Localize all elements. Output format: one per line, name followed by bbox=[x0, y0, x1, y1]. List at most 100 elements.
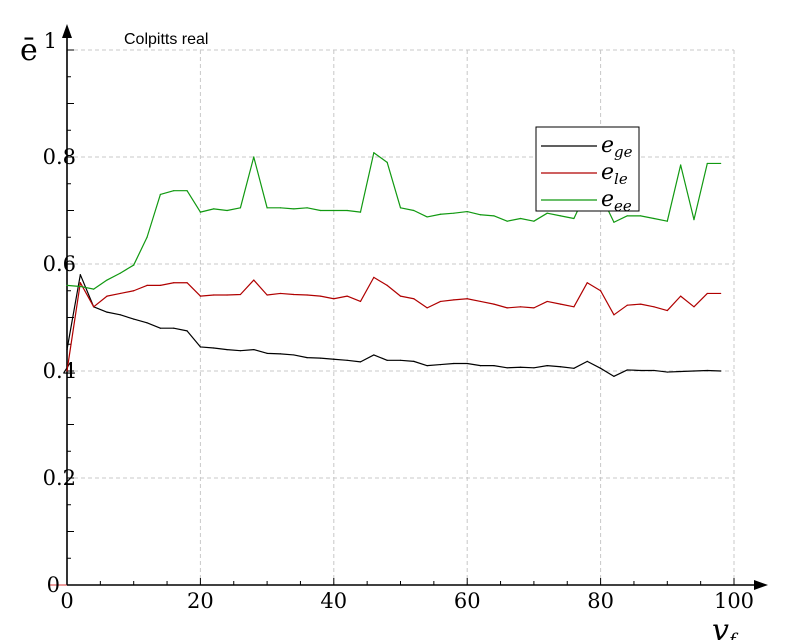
data-point-ge bbox=[613, 375, 615, 377]
data-point-ge bbox=[253, 349, 255, 351]
data-point-ge bbox=[533, 367, 535, 369]
data-point-le bbox=[653, 306, 655, 308]
data-point-ee bbox=[506, 220, 508, 222]
x-tick-label: 40 bbox=[320, 589, 347, 613]
data-point-ge bbox=[720, 370, 722, 372]
data-point-ee bbox=[106, 279, 108, 281]
data-point-le bbox=[626, 304, 628, 306]
data-point-le bbox=[586, 282, 588, 284]
data-point-le bbox=[546, 300, 548, 303]
data-point-le bbox=[306, 294, 308, 296]
data-point-ee bbox=[146, 236, 148, 238]
data-point-le bbox=[453, 299, 455, 301]
data-point-ge bbox=[133, 318, 135, 320]
series-le bbox=[66, 276, 722, 372]
data-point-le bbox=[106, 295, 108, 297]
data-point-le bbox=[693, 306, 695, 308]
x-axis-arrow-icon bbox=[754, 580, 768, 590]
data-point-le bbox=[79, 282, 81, 284]
data-point-le bbox=[640, 303, 642, 305]
data-point-le bbox=[279, 292, 282, 295]
data-point-le bbox=[253, 279, 255, 281]
data-point-ee bbox=[66, 284, 68, 286]
data-point-ee bbox=[573, 217, 575, 220]
data-point-le bbox=[93, 306, 95, 308]
data-point-ge bbox=[373, 354, 375, 356]
data-point-ee bbox=[373, 152, 375, 154]
data-point-ge bbox=[546, 365, 548, 367]
data-point-ee bbox=[519, 217, 522, 220]
y-tick-label: 0.6 bbox=[43, 252, 76, 276]
grid bbox=[67, 49, 735, 585]
data-point-ge bbox=[213, 347, 215, 349]
data-point-le bbox=[226, 294, 228, 296]
data-point-le bbox=[386, 284, 388, 286]
y-tick-label: 0.4 bbox=[43, 359, 76, 383]
data-point-le bbox=[413, 298, 415, 300]
data-point-ge bbox=[706, 369, 708, 372]
data-point-ee bbox=[640, 215, 642, 217]
x-axis-label-sub: f bbox=[727, 630, 739, 640]
data-point-ge bbox=[239, 350, 242, 352]
data-point-le bbox=[573, 306, 575, 308]
data-point-ge bbox=[159, 327, 161, 329]
data-point-ee bbox=[426, 216, 428, 218]
data-point-ee bbox=[359, 211, 362, 213]
data-point-ee bbox=[693, 218, 695, 221]
data-point-ge bbox=[146, 322, 148, 324]
data-point-ge bbox=[266, 352, 268, 354]
data-point-ge bbox=[346, 359, 348, 361]
data-point-le bbox=[159, 284, 161, 286]
data-point-le bbox=[319, 295, 322, 297]
data-point-ee bbox=[613, 221, 615, 223]
y-tick-label: 1 bbox=[44, 29, 57, 53]
data-point-ee bbox=[346, 209, 348, 212]
data-point-le bbox=[359, 300, 362, 303]
data-point-ge bbox=[439, 363, 442, 366]
data-point-ee bbox=[253, 156, 255, 158]
data-point-ee bbox=[479, 214, 482, 216]
data-point-ee bbox=[173, 190, 175, 192]
data-point-ge bbox=[426, 365, 428, 367]
data-point-le bbox=[479, 300, 482, 303]
data-point-ge bbox=[640, 369, 642, 372]
data-point-ge bbox=[600, 367, 602, 369]
data-point-le bbox=[186, 282, 188, 284]
data-point-ge bbox=[466, 362, 468, 365]
x-tick-label: 0 bbox=[60, 589, 73, 613]
series-line-ee bbox=[66, 152, 721, 290]
data-point-ee bbox=[533, 220, 535, 222]
data-point-le bbox=[399, 295, 402, 297]
data-point-le bbox=[439, 300, 442, 303]
data-point-ee bbox=[186, 190, 188, 192]
data-point-ee bbox=[653, 217, 655, 220]
data-point-ee bbox=[546, 212, 548, 214]
data-point-ee bbox=[119, 272, 121, 274]
data-point-ee bbox=[439, 213, 442, 215]
data-point-le bbox=[613, 314, 615, 316]
y-axis-arrow-icon bbox=[62, 24, 72, 38]
data-point-ee bbox=[666, 220, 668, 222]
data-point-ge bbox=[413, 360, 415, 362]
data-point-ge bbox=[186, 330, 188, 332]
series-ee bbox=[66, 152, 722, 290]
data-point-le bbox=[266, 294, 268, 296]
data-point-ee bbox=[79, 285, 81, 288]
data-point-ge bbox=[506, 367, 508, 369]
data-point-ee bbox=[279, 207, 282, 209]
data-point-le bbox=[66, 370, 68, 372]
data-point-ge bbox=[559, 366, 562, 368]
data-point-ee bbox=[466, 210, 468, 213]
data-point-le bbox=[533, 307, 535, 309]
series-line-ge bbox=[66, 274, 721, 377]
data-point-le bbox=[119, 292, 121, 295]
data-point-ge bbox=[519, 366, 522, 368]
data-point-ge bbox=[106, 311, 108, 313]
x-axis-label-main: v bbox=[712, 613, 729, 640]
data-point-ee bbox=[213, 208, 215, 210]
data-point-ge bbox=[386, 359, 388, 361]
series-lines bbox=[66, 152, 722, 377]
data-point-ee bbox=[199, 211, 201, 213]
data-point-ge bbox=[399, 359, 402, 361]
